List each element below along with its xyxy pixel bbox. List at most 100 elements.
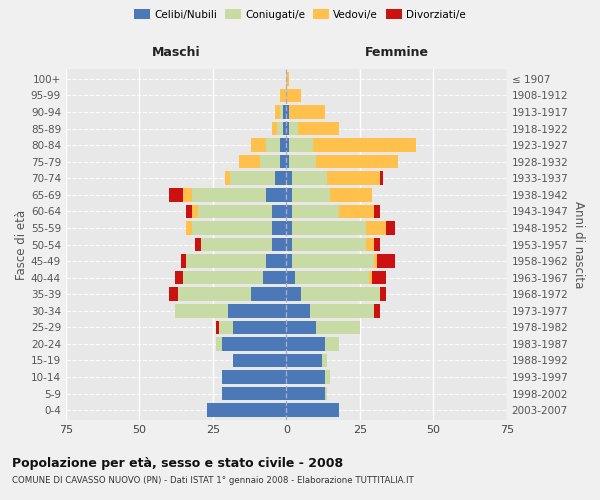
Bar — [286, 320, 316, 334]
Bar — [233, 320, 286, 334]
Bar — [316, 320, 360, 334]
Bar — [192, 204, 198, 218]
Bar — [286, 238, 292, 252]
Bar — [286, 155, 289, 168]
Bar — [216, 320, 219, 334]
Bar — [325, 387, 328, 400]
Bar — [286, 138, 289, 152]
Bar — [292, 254, 374, 268]
Bar — [310, 304, 374, 318]
Bar — [192, 221, 272, 234]
Bar — [286, 404, 339, 417]
Bar — [266, 138, 280, 152]
Bar — [289, 122, 298, 136]
Bar — [207, 404, 286, 417]
Bar — [221, 370, 286, 384]
Bar — [280, 105, 283, 119]
Bar — [325, 337, 339, 350]
Bar — [377, 254, 395, 268]
Bar — [365, 221, 386, 234]
Text: COMUNE DI CAVASSO NUOVO (PN) - Dati ISTAT 1° gennaio 2008 - Elaborazione TUTTITA: COMUNE DI CAVASSO NUOVO (PN) - Dati ISTA… — [12, 476, 414, 485]
Bar — [251, 288, 286, 301]
Bar — [260, 155, 280, 168]
Bar — [178, 288, 251, 301]
Bar — [277, 122, 283, 136]
Bar — [233, 354, 286, 368]
Text: Maschi: Maschi — [152, 46, 200, 59]
Bar — [275, 105, 280, 119]
Bar — [230, 172, 275, 185]
Bar — [227, 304, 286, 318]
Bar — [187, 204, 192, 218]
Bar — [169, 188, 184, 202]
Bar — [239, 155, 260, 168]
Bar — [289, 155, 316, 168]
Bar — [339, 204, 374, 218]
Bar — [263, 271, 286, 284]
Bar — [175, 271, 184, 284]
Bar — [295, 271, 368, 284]
Bar — [266, 254, 286, 268]
Bar — [286, 337, 325, 350]
Bar — [374, 204, 380, 218]
Bar — [275, 172, 286, 185]
Bar — [280, 88, 286, 102]
Bar — [272, 221, 286, 234]
Bar — [192, 188, 266, 202]
Bar — [195, 238, 201, 252]
Bar — [331, 188, 371, 202]
Text: Popolazione per età, sesso e stato civile - 2008: Popolazione per età, sesso e stato civil… — [12, 458, 343, 470]
Bar — [286, 172, 292, 185]
Bar — [272, 122, 277, 136]
Bar — [187, 254, 266, 268]
Bar — [286, 88, 301, 102]
Bar — [266, 188, 286, 202]
Bar — [286, 354, 322, 368]
Bar — [365, 238, 374, 252]
Bar — [328, 172, 380, 185]
Bar — [316, 155, 398, 168]
Bar — [301, 288, 380, 301]
Bar — [221, 337, 286, 350]
Bar — [313, 138, 416, 152]
Bar — [169, 288, 178, 301]
Bar — [286, 370, 325, 384]
Bar — [374, 254, 377, 268]
Bar — [292, 172, 328, 185]
Bar — [286, 204, 292, 218]
Bar — [184, 188, 192, 202]
Bar — [221, 387, 286, 400]
Bar — [286, 221, 292, 234]
Bar — [286, 254, 292, 268]
Bar — [198, 204, 272, 218]
Bar — [286, 122, 289, 136]
Bar — [289, 105, 325, 119]
Bar — [283, 122, 286, 136]
Bar — [374, 238, 380, 252]
Bar — [371, 271, 386, 284]
Bar — [272, 204, 286, 218]
Bar — [289, 138, 313, 152]
Bar — [322, 354, 328, 368]
Bar — [224, 172, 230, 185]
Bar — [201, 238, 272, 252]
Bar — [298, 122, 339, 136]
Legend: Celibi/Nubili, Coniugati/e, Vedovi/e, Divorziati/e: Celibi/Nubili, Coniugati/e, Vedovi/e, Di… — [130, 5, 470, 24]
Bar — [286, 304, 310, 318]
Bar — [184, 271, 263, 284]
Bar — [374, 304, 380, 318]
Bar — [386, 221, 395, 234]
Bar — [292, 221, 365, 234]
Y-axis label: Fasce di età: Fasce di età — [15, 210, 28, 280]
Bar — [175, 304, 227, 318]
Bar — [286, 72, 289, 86]
Bar — [286, 288, 301, 301]
Bar — [280, 138, 286, 152]
Bar — [380, 172, 383, 185]
Bar — [380, 288, 386, 301]
Bar — [286, 271, 295, 284]
Bar — [216, 337, 221, 350]
Bar — [181, 254, 187, 268]
Bar — [283, 105, 286, 119]
Y-axis label: Anni di nascita: Anni di nascita — [572, 201, 585, 288]
